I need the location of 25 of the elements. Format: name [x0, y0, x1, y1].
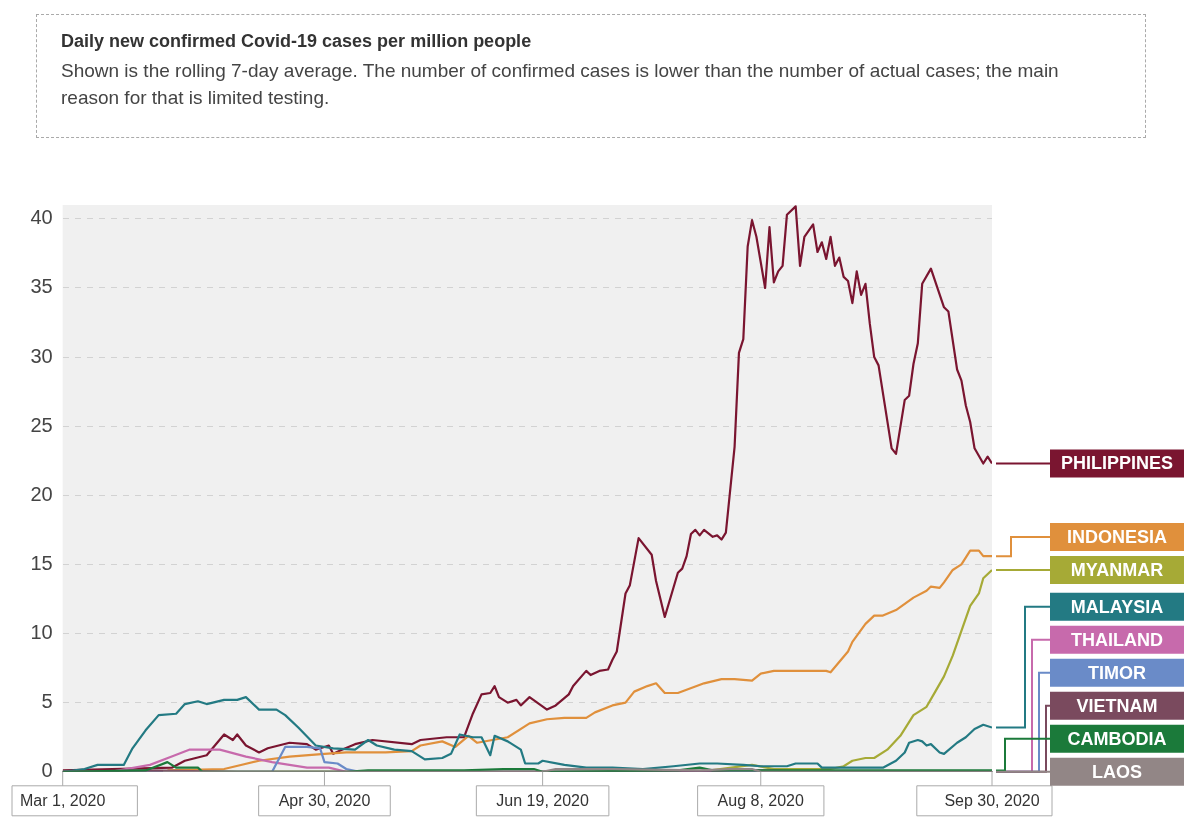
text: VIETNAM	[1076, 695, 1158, 716]
y-tick-label: 30	[30, 344, 53, 367]
text: THAILAND	[1071, 629, 1163, 650]
chart-subtitle: Shown is the rolling 7-day average. The number of confirmed cases is lower than the number of actual cases; the main reason for that is limited testing.	[61, 59, 1060, 110]
y-tick-label: 15	[30, 551, 53, 574]
legend-label: LAOS	[1091, 761, 1143, 782]
legend-label: MYANMAR	[1070, 559, 1164, 580]
text: CAMBODIA	[1067, 728, 1167, 749]
x-tick-label: Mar 1, 2020	[20, 791, 106, 809]
y-tick-label: 0	[41, 759, 53, 782]
legend-label: INDONESIA	[1066, 526, 1168, 547]
y-tick-label: 35	[30, 275, 53, 298]
x-tick-label: Apr 30, 2020	[278, 791, 371, 809]
x-tick-label: Sep 30, 2020	[944, 791, 1040, 809]
text: MALAYSIA	[1070, 596, 1164, 617]
legend-label: PHILIPPINES	[1060, 453, 1174, 474]
chart-title: Daily new confirmed Covid-19 cases per million people	[61, 31, 533, 52]
x-tick-label: Aug 8, 2020	[717, 791, 805, 809]
y-tick-label: 25	[30, 413, 53, 436]
y-tick-label: 10	[30, 621, 53, 644]
y-tick-label: 5	[41, 690, 53, 713]
y-tick-label: 40	[30, 206, 53, 229]
x-tick-label: Jun 19, 2020	[496, 791, 589, 809]
text: TIMOR	[1088, 662, 1146, 683]
y-tick-label: 20	[30, 482, 53, 505]
